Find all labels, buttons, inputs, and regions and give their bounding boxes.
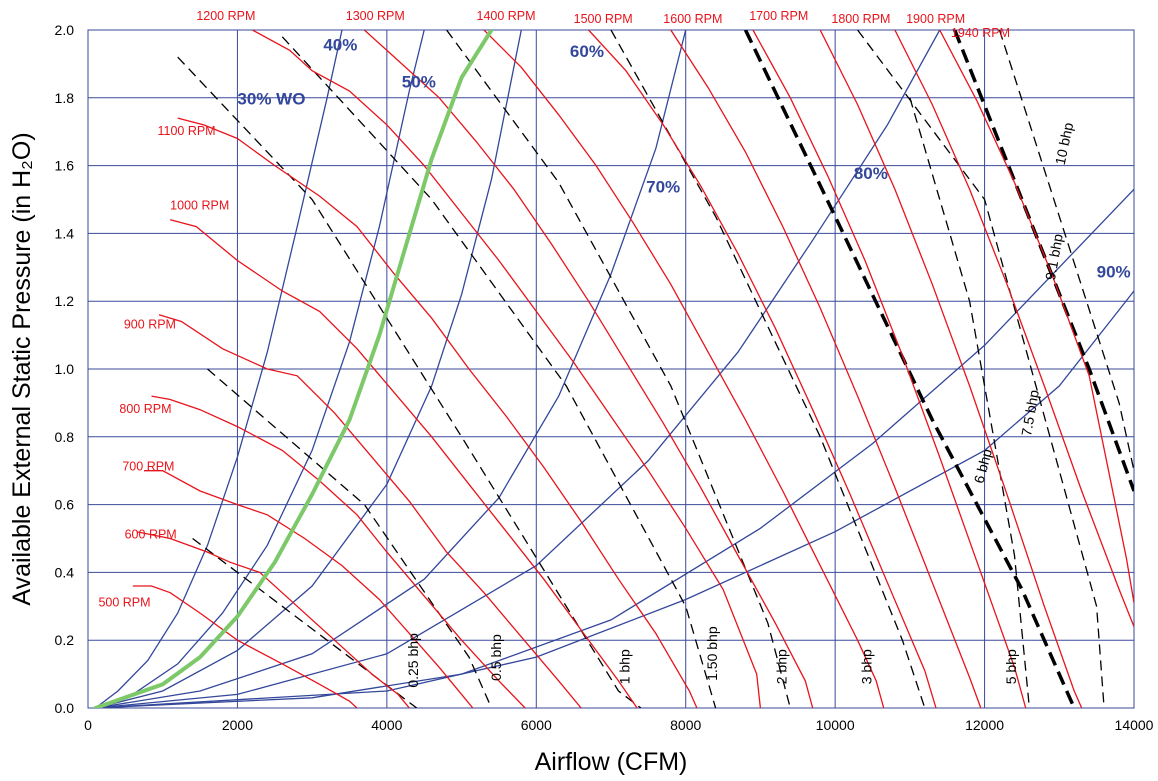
x-tick-label: 2000 (222, 717, 253, 733)
bhp-line-2-bhp (446, 30, 791, 708)
y-tick-label: 0.0 (55, 700, 75, 716)
wo-label-60: 60% (570, 42, 604, 61)
y-tick-label: 0.8 (55, 429, 75, 445)
wo-curve-70 (95, 30, 941, 708)
wo-label-90: 90% (1097, 262, 1131, 281)
y-tick-label: 1.2 (55, 293, 75, 309)
rpm-curve-500-rpm (132, 585, 358, 708)
rpm-label-1600-rpm: 1600 RPM (663, 12, 722, 26)
axis-ticks: 0 2000 4000 6000 8000 10000 12000 14000 0.0 0.2 0.… (55, 22, 1154, 733)
wo-curve-80 (95, 188, 1134, 708)
rpm-label-500-rpm: 500 RPM (98, 595, 150, 609)
x-tick-label: 12000 (965, 717, 1004, 733)
x-axis-title: Airflow (CFM) (535, 748, 688, 776)
bhp-label-2-bhp: 2 bhp (774, 649, 790, 684)
x-tick-label: 6000 (521, 717, 552, 733)
wo-label-30-wo: 30% WO (237, 90, 305, 109)
x-tick-label: 10000 (816, 717, 855, 733)
rpm-label-1100-rpm: 1100 RPM (157, 124, 215, 138)
x-tick-label: 0 (84, 717, 92, 733)
y-tick-label: 0.4 (55, 564, 75, 580)
rpm-curve-1940-rpm (939, 30, 1134, 604)
rpm-label-1800-rpm: 1800 RPM (831, 12, 890, 26)
rpm-curve-800-rpm (151, 395, 526, 708)
x-tick-label: 8000 (670, 717, 701, 733)
bhp-label-5-bhp: 5 bhp (1003, 649, 1019, 684)
bhp-line-1-50-bhp (281, 36, 717, 708)
rpm-curve-1900-rpm (894, 30, 1134, 627)
rpm-curve-1400-rpm (483, 30, 885, 708)
bhp-line-0-5-bhp (207, 368, 493, 708)
rpm-curve-700-rpm (144, 470, 474, 708)
wo-label-80: 80% (854, 164, 888, 183)
x-tick-label: 14000 (1115, 717, 1154, 733)
rpm-label-1700-rpm: 1700 RPM (749, 9, 808, 23)
rpm-label-600-rpm: 600 RPM (125, 528, 177, 542)
rpm-curve-900-rpm (158, 314, 582, 708)
rpm-label-900-rpm: 900 RPM (124, 317, 176, 331)
x-tick-label: 4000 (371, 717, 402, 733)
operating-curve (93, 30, 494, 708)
rpm-curve-1500-rpm (588, 30, 937, 708)
bhp-label-0-5-bhp: 0.5 bhp (488, 634, 504, 681)
wo-label-40: 40% (323, 35, 357, 54)
bhp-line-5-bhp (909, 97, 1031, 708)
y-tick-label: 0.2 (55, 632, 75, 648)
bhp-label-7-5-bhp: 7.5 bhp (1018, 388, 1042, 437)
bhp-label-1-50-bhp: 1.50 bhp (704, 626, 720, 681)
bhp-line-1-bhp (177, 56, 642, 708)
y-tick-label: 1.8 (55, 90, 75, 106)
rpm-label-800-rpm: 800 RPM (119, 402, 171, 416)
rpm-label-700-rpm: 700 RPM (122, 460, 174, 474)
y-tick-label: 1.0 (55, 361, 75, 377)
bhp-label-9-1-bhp: 9.1 bhp (1042, 232, 1066, 281)
bhp-line-10-bhp (998, 30, 1134, 471)
bhp-line-6-bhp (743, 30, 1076, 708)
bhp-label-1-bhp: 1 bhp (617, 649, 633, 684)
rpm-label-1400-rpm: 1400 RPM (477, 9, 536, 23)
y-tick-label: 1.4 (55, 225, 75, 241)
bhp-line-3-bhp (610, 30, 926, 708)
y-tick-label: 1.6 (55, 158, 75, 174)
rpm-curve-600-rpm (136, 531, 410, 708)
rpm-label-1900-rpm: 1900 RPM (906, 12, 965, 26)
rpm-label-1000-rpm: 1000 RPM (170, 199, 229, 213)
rpm-curve-1000-rpm (170, 219, 638, 708)
curve-labels: 500 RPM 600 RPM 700 RPM 800 RPM 900 RPM 1000 … (98, 9, 1130, 688)
curves (93, 30, 1134, 708)
rpm-curve-1200-rpm (252, 30, 762, 708)
y-tick-label: 0.6 (55, 497, 75, 513)
wo-curve-90 (95, 290, 1134, 708)
wo-curve-30-wo (95, 30, 343, 708)
y-tick-label: 2.0 (55, 22, 75, 38)
rpm-label-1940-rpm: 1940 RPM (951, 26, 1010, 40)
rpm-curve-1300-rpm (363, 30, 814, 708)
rpm-label-1200-rpm: 1200 RPM (196, 9, 255, 23)
rpm-curve-1600-rpm (670, 30, 982, 708)
y-axis-title: Available External Static Pressure (in H… (8, 132, 36, 605)
rpm-curve-1100-rpm (177, 117, 698, 708)
wo-label-50: 50% (402, 73, 436, 92)
rpm-curve-1700-rpm (752, 30, 1027, 708)
bhp-label-3-bhp: 3 bhp (859, 649, 875, 684)
bhp-label-0-25-bhp: 0.25 bhp (405, 633, 421, 688)
rpm-label-1300-rpm: 1300 RPM (346, 9, 405, 23)
wo-curve-50 (95, 30, 522, 708)
rpm-label-1500-rpm: 1500 RPM (574, 12, 633, 26)
rpm-curve-1800-rpm (819, 30, 1083, 708)
wo-label-70: 70% (646, 178, 680, 197)
